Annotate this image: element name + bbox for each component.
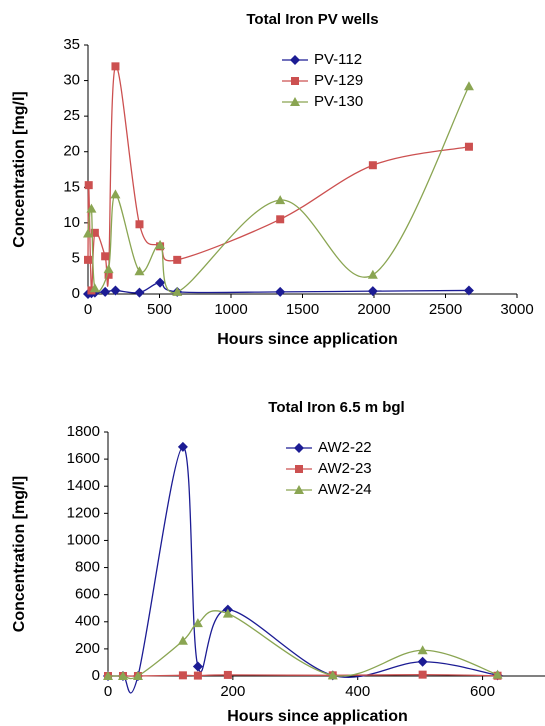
marker [172, 286, 183, 296]
y-tick-label: 0 [72, 285, 80, 302]
y-tick-label: 1800 [67, 423, 100, 440]
marker [464, 142, 473, 151]
x-tick-label: 500 [147, 301, 172, 318]
legend-marker [290, 97, 300, 106]
legend-marker [294, 485, 304, 494]
marker [192, 618, 203, 628]
y-tick-label: 1000 [67, 531, 100, 548]
marker [86, 203, 97, 213]
y-tick-label: 15 [63, 178, 80, 195]
marker [89, 283, 100, 293]
marker [463, 81, 474, 91]
marker [492, 669, 503, 679]
marker [417, 645, 428, 655]
x-tick-label: 3000 [500, 301, 533, 318]
marker [275, 286, 286, 297]
marker [110, 285, 121, 296]
y-tick-label: 10 [63, 214, 80, 231]
marker [177, 441, 188, 452]
marker [84, 255, 92, 264]
x-tick-label: 2000 [357, 301, 390, 318]
x-tick-label: 2500 [429, 301, 462, 318]
marker [222, 608, 233, 618]
y-tick-label: 1200 [67, 504, 100, 521]
marker [84, 181, 93, 190]
series-line [107, 610, 498, 680]
marker [134, 287, 145, 298]
legend-label: PV-112 [314, 51, 362, 68]
legend-label: PV-129 [314, 72, 363, 89]
y-tick-label: 35 [63, 36, 80, 53]
marker [83, 228, 93, 238]
legend-marker [291, 77, 299, 85]
y-axis-label: Concentration [mg/l] [11, 476, 28, 632]
x-tick-label: 200 [220, 683, 245, 700]
y-tick-label: 200 [75, 640, 100, 657]
marker [101, 252, 110, 261]
y-tick-label: 30 [63, 72, 80, 89]
y-tick-label: 1600 [67, 450, 100, 467]
legend-marker [294, 443, 304, 453]
series-line [107, 446, 498, 694]
y-tick-label: 25 [63, 107, 80, 124]
marker [418, 670, 427, 679]
marker [117, 671, 128, 680]
legend-label: PV-130 [314, 93, 363, 110]
series-line [87, 65, 470, 292]
y-tick-label: 0 [92, 667, 100, 684]
legend-label: AW2-23 [318, 460, 372, 477]
marker [103, 264, 114, 274]
marker [223, 670, 232, 679]
marker [327, 670, 338, 680]
marker [103, 671, 113, 680]
marker [155, 277, 166, 288]
x-axis-label: Hours since application [217, 331, 397, 348]
marker [417, 656, 428, 667]
marker [178, 671, 187, 680]
y-tick-label: 400 [75, 613, 100, 630]
series-line [87, 85, 470, 293]
legend-marker [295, 465, 303, 473]
marker [155, 239, 166, 249]
marker [367, 286, 378, 297]
marker [368, 161, 377, 170]
marker [275, 195, 286, 205]
marker [192, 661, 203, 672]
marker [100, 286, 111, 297]
marker [90, 228, 99, 237]
marker [110, 189, 121, 199]
marker [135, 220, 144, 229]
y-tick-label: 800 [75, 559, 100, 576]
marker [367, 269, 378, 279]
marker [132, 671, 143, 680]
x-tick-label: 600 [470, 683, 495, 700]
y-axis-label: Concentration [mg/l] [11, 91, 28, 247]
marker [104, 270, 113, 279]
marker [276, 215, 285, 224]
y-tick-label: 5 [72, 249, 80, 266]
chart-title: Total Iron 6.5 m bgl [268, 399, 404, 416]
marker [193, 671, 202, 680]
marker [111, 62, 120, 71]
x-tick-label: 0 [84, 301, 92, 318]
y-tick-label: 600 [75, 586, 100, 603]
y-tick-label: 20 [63, 143, 80, 160]
x-tick-label: 1500 [286, 301, 319, 318]
series-line [107, 673, 498, 677]
legend-marker [290, 55, 300, 65]
x-axis-label: Hours since application [227, 708, 407, 725]
marker [134, 266, 145, 276]
marker [173, 255, 182, 264]
x-tick-label: 1000 [214, 301, 247, 318]
marker [177, 635, 188, 645]
marker [463, 285, 474, 296]
legend-label: AW2-24 [318, 481, 372, 498]
x-tick-label: 400 [345, 683, 370, 700]
legend-label: AW2-22 [318, 439, 372, 456]
y-tick-label: 1400 [67, 477, 100, 494]
chart-title: Total Iron PV wells [246, 11, 378, 28]
x-tick-label: 0 [104, 683, 112, 700]
